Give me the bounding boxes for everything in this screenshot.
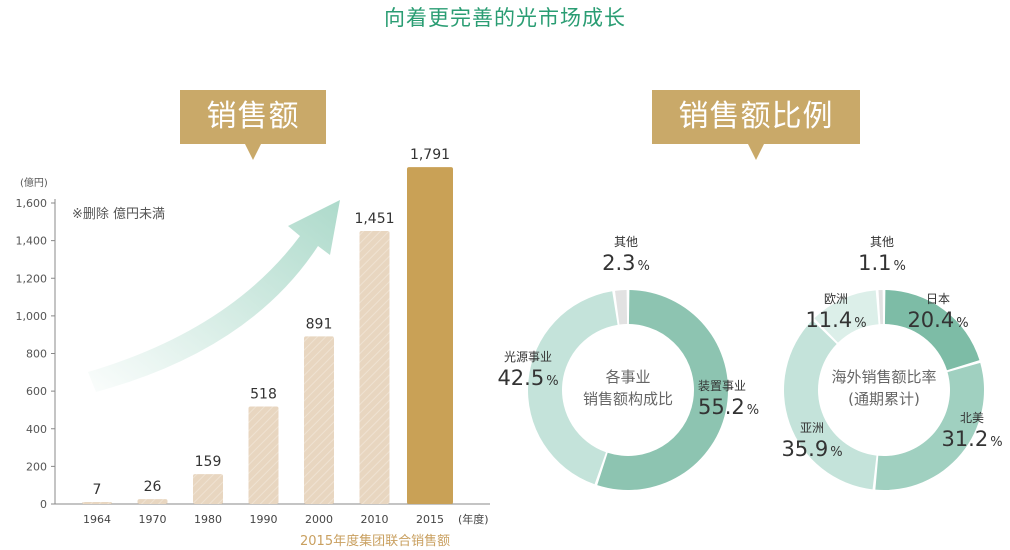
y-tick-label: 1,600	[16, 197, 48, 210]
bar-2010	[359, 231, 390, 504]
slice-value-label: 55.2%	[698, 395, 759, 419]
y-tick-label: 600	[26, 385, 47, 398]
slice-name-label: 装置事业	[698, 379, 746, 393]
x-unit-label: (年度)	[458, 512, 489, 526]
source-label: 2015年度集团联合销售额	[300, 534, 451, 549]
donut-center-label: 各事业	[605, 368, 650, 386]
donut-center-label: (通期累计)	[848, 390, 920, 408]
donut-slice-3	[784, 320, 877, 490]
bar-1970	[137, 499, 168, 504]
slice-name-label: 日本	[926, 292, 950, 306]
slice-value-label: 20.4%	[907, 308, 968, 332]
y-tick-label: 800	[26, 348, 47, 361]
slice-name-label: 欧洲	[824, 292, 848, 306]
donut-slice-3	[614, 290, 628, 325]
donut-slice-5	[878, 290, 884, 325]
bar-1980	[193, 474, 223, 504]
y-tick-label: 400	[26, 423, 47, 436]
y-tick-label: 0	[40, 498, 47, 511]
slice-name-label: 北美	[960, 411, 984, 425]
slice-value-label: 35.9%	[781, 437, 842, 461]
x-tick-label: 2000	[305, 513, 333, 526]
y-tick-label: 1,400	[16, 235, 48, 248]
y-tick-label: 1,000	[16, 310, 48, 323]
y-unit-label: (億円)	[20, 176, 48, 189]
donut-slice-1	[597, 290, 728, 490]
y-tick-label: 1,200	[16, 272, 48, 285]
donut-slice-4	[814, 290, 879, 343]
slice-value-label: 31.2%	[941, 427, 1002, 451]
sales-ratio-banner-label: 销售额比例	[678, 99, 834, 134]
slice-value-label: 2.3%	[602, 251, 650, 275]
bar-1990	[248, 406, 279, 504]
bar-value-label: 518	[250, 387, 277, 403]
overseas-sales-donut: 海外销售额比率 (通期累计) 日本 20.4 % 北美 31.2 % 亚洲 35.9 % 欧洲 11.4…	[781, 235, 1003, 490]
slice-name-label: 其他	[614, 235, 638, 249]
donut-center-label: 海外销售额比率	[831, 368, 936, 386]
bar-1964	[82, 502, 112, 504]
sales-ratio-banner: 销售额比例	[652, 90, 860, 160]
bar-value-label: 891	[306, 316, 333, 332]
chart-note: ※删除 億円未満	[72, 207, 166, 222]
slice-name-label: 光源事业	[504, 350, 552, 364]
bar-value-label: 26	[144, 479, 162, 495]
donut-center-label: 销售额构成比	[583, 390, 673, 408]
slice-name-label: 亚洲	[800, 421, 824, 435]
bar-value-label: 7	[93, 482, 102, 498]
bar-value-label: 1,791	[410, 147, 450, 163]
donut-slice-2	[875, 362, 984, 490]
slice-value-label: 42.5%	[497, 366, 558, 390]
page-title: 向着更完善的光市场成长	[384, 6, 626, 30]
sales-banner: 销售额	[180, 90, 326, 160]
growth-arrow-icon	[88, 200, 340, 392]
sales-bar-chart: (億円) 0 200 400 600 800 1,000 1,200 1,400 1,600 7 1…	[16, 147, 490, 526]
sales-banner-label: 销售额	[206, 99, 300, 134]
donut-slice-2	[528, 291, 618, 485]
x-tick-label: 2015	[416, 513, 444, 526]
bar-value-label: 1,451	[354, 211, 394, 227]
bar-2015	[407, 167, 453, 505]
slice-name-label: 其他	[870, 235, 894, 249]
x-tick-label: 1980	[194, 513, 222, 526]
bar-value-label: 159	[195, 454, 222, 470]
bar-2000	[304, 336, 334, 504]
x-tick-label: 1990	[250, 513, 278, 526]
donut-slice-1	[884, 290, 980, 371]
x-tick-label: 2010	[361, 513, 389, 526]
x-tick-label: 1970	[139, 513, 167, 526]
slice-value-label: 1.1%	[858, 251, 906, 275]
slice-value-label: 11.4%	[805, 308, 866, 332]
x-tick-label: 1964	[83, 513, 111, 526]
y-tick-label: 200	[26, 460, 47, 473]
